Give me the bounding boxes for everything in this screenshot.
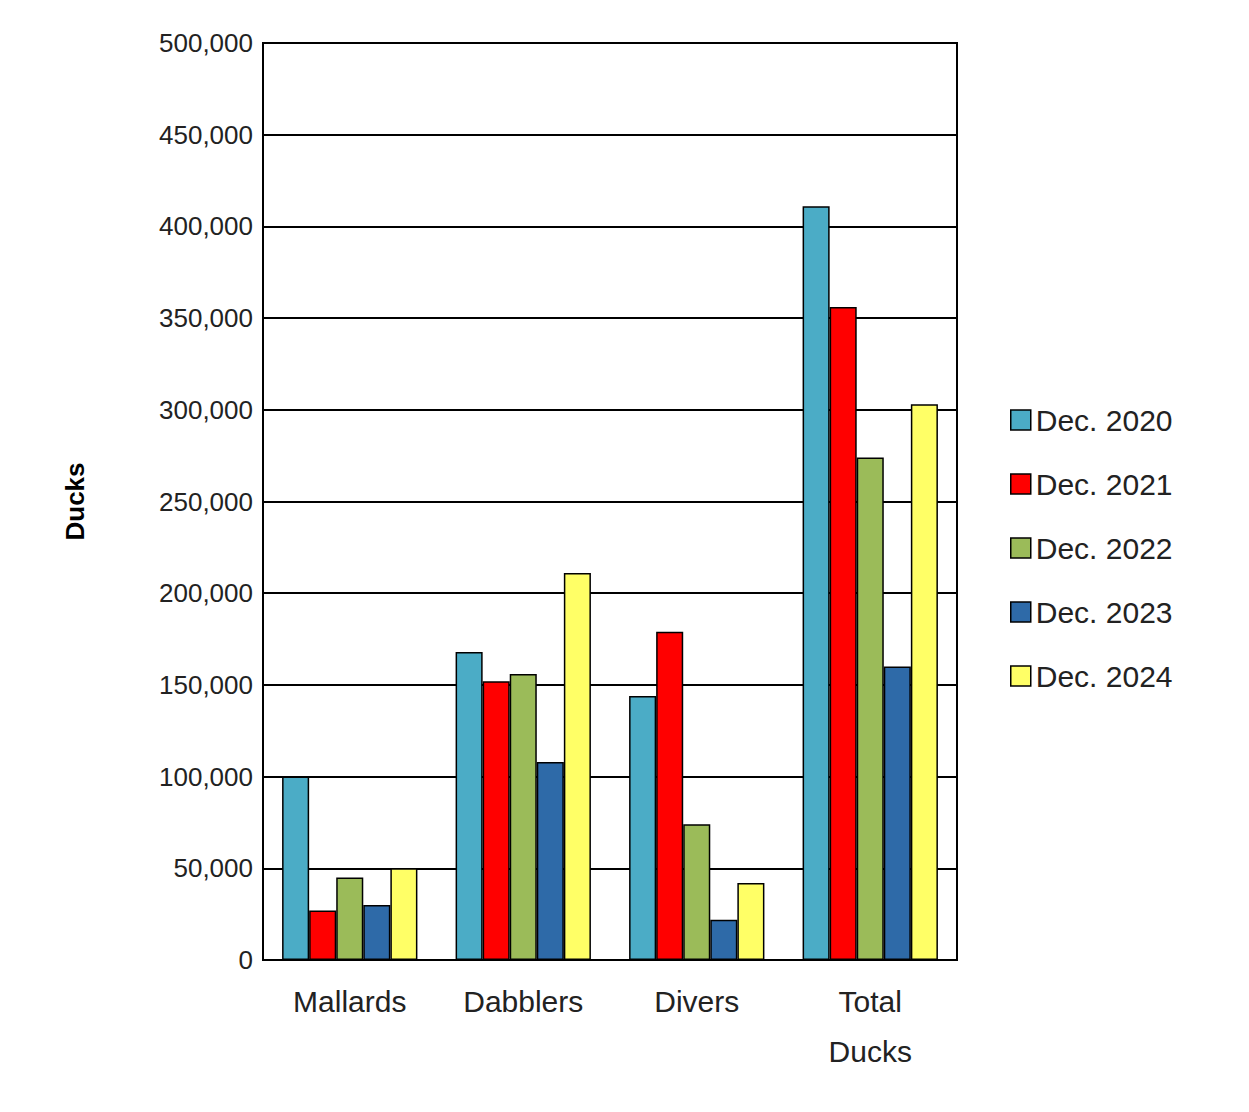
- svg-text:Ducks: Ducks: [829, 1035, 912, 1068]
- svg-text:450,000: 450,000: [159, 120, 253, 150]
- svg-text:350,000: 350,000: [159, 303, 253, 333]
- svg-text:0: 0: [239, 945, 253, 975]
- svg-text:200,000: 200,000: [159, 578, 253, 608]
- svg-text:Divers: Divers: [654, 985, 739, 1018]
- svg-text:500,000: 500,000: [159, 28, 253, 58]
- svg-text:Total: Total: [839, 985, 902, 1018]
- svg-text:Dec. 2024: Dec. 2024: [1036, 660, 1173, 693]
- svg-text:50,000: 50,000: [173, 853, 253, 883]
- svg-text:300,000: 300,000: [159, 395, 253, 425]
- svg-text:Mallards: Mallards: [293, 985, 406, 1018]
- svg-text:Dec. 2020: Dec. 2020: [1036, 404, 1173, 437]
- svg-text:Dec. 2021: Dec. 2021: [1036, 468, 1173, 501]
- svg-text:250,000: 250,000: [159, 487, 253, 517]
- svg-text:Ducks: Ducks: [60, 462, 90, 540]
- svg-text:Dec. 2022: Dec. 2022: [1036, 532, 1173, 565]
- svg-text:400,000: 400,000: [159, 211, 253, 241]
- svg-text:100,000: 100,000: [159, 762, 253, 792]
- svg-text:Dabblers: Dabblers: [463, 985, 583, 1018]
- svg-text:150,000: 150,000: [159, 670, 253, 700]
- svg-text:Dec. 2023: Dec. 2023: [1036, 596, 1173, 629]
